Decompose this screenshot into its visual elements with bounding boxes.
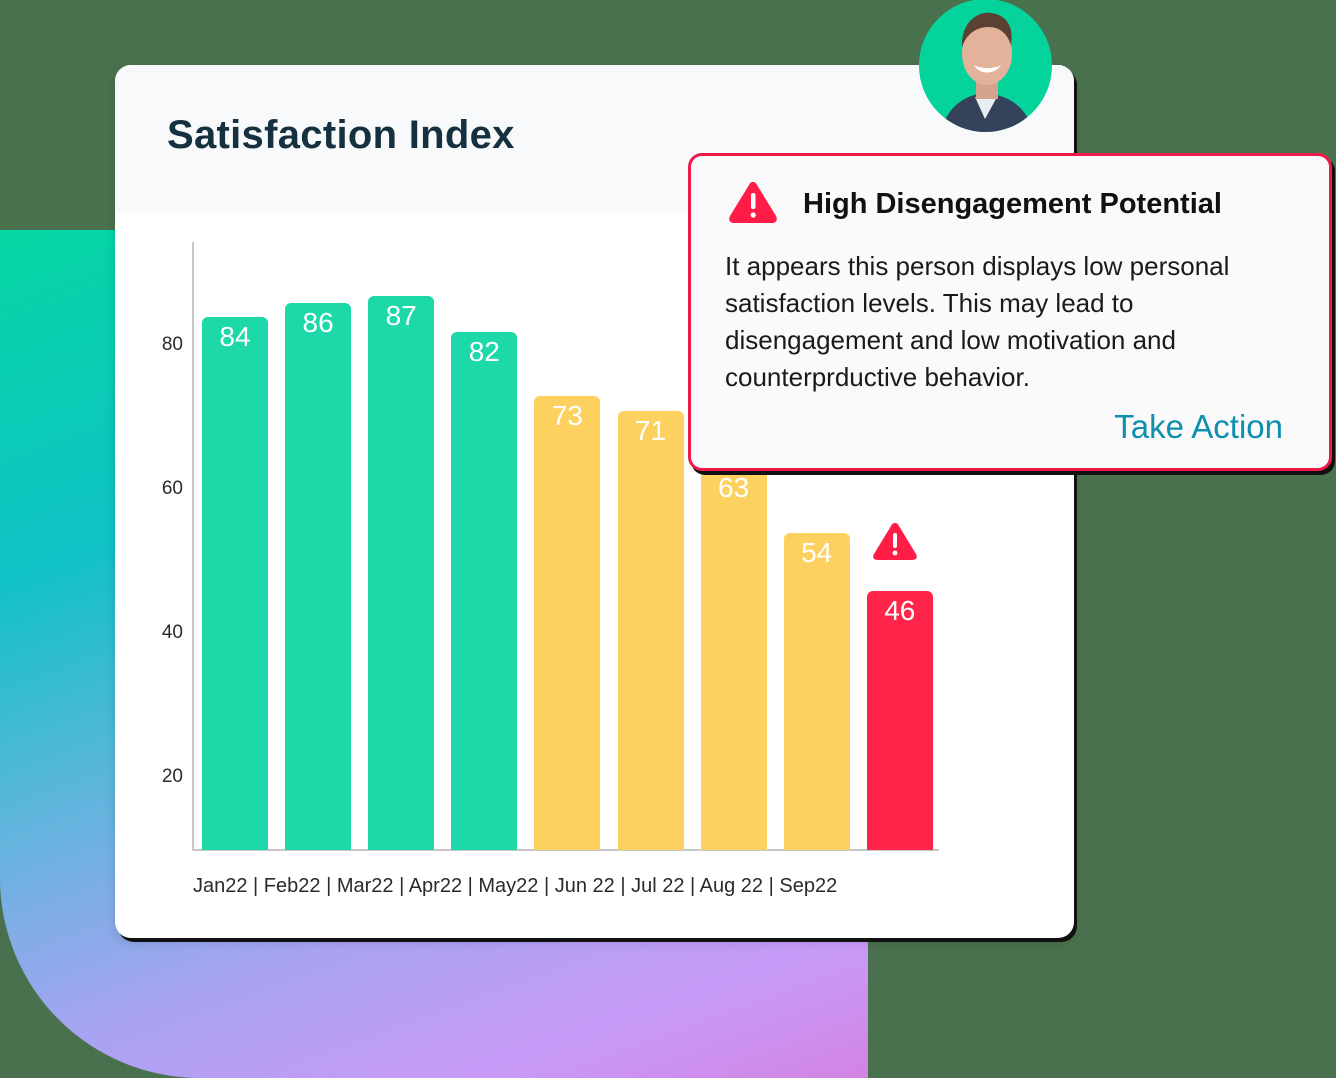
bar-value-label: 84: [219, 321, 251, 353]
bar-sep22[interactable]: 46: [866, 590, 933, 850]
bar-chart: 20 40 60 80 84 86 87 82 73 71 63 54 46 Jan22 | Feb2…: [115, 65, 1074, 938]
x-axis-labels: Jan22 | Feb22 | Mar22 | Apr22 | May22 | …: [193, 875, 838, 897]
bar-value-label: 86: [302, 306, 334, 338]
x-axis: [192, 849, 939, 851]
bar-apr22[interactable]: 82: [451, 331, 518, 850]
bar-jul22[interactable]: 63: [700, 468, 767, 850]
take-action-link[interactable]: Take Action: [1114, 408, 1283, 445]
alert-title: High Disengagement Potential: [803, 188, 1222, 220]
bar-value-label: 87: [385, 299, 417, 331]
y-tick-label: 40: [161, 622, 183, 643]
alert-message: It appears this person displays low pers…: [725, 251, 1230, 392]
bar-jun22[interactable]: 71: [617, 410, 684, 850]
bar-value-label: 82: [468, 335, 500, 367]
bar-value-label: 63: [718, 472, 750, 504]
y-axis: [192, 242, 194, 851]
bar-value-label: 46: [884, 594, 916, 626]
bar-aug22[interactable]: 54: [783, 533, 850, 850]
bar-may22[interactable]: 73: [534, 396, 601, 850]
bar-jan22[interactable]: 84: [202, 317, 268, 850]
bar-feb22[interactable]: 86: [285, 302, 352, 850]
bar-mar22[interactable]: 87: [368, 295, 435, 850]
bar-value-label: 54: [801, 537, 833, 569]
y-tick-label: 60: [161, 478, 183, 499]
warning-icon: [873, 523, 917, 560]
y-tick-label: 80: [161, 334, 183, 355]
person-photo-icon: [919, 0, 1051, 132]
y-tick-label: 20: [161, 766, 183, 787]
disengagement-alert: High Disengagement Potential It appears …: [688, 153, 1332, 471]
avatar[interactable]: [919, 0, 1052, 132]
chart-title: Satisfaction Index: [167, 113, 515, 157]
bar-value-label: 71: [634, 414, 667, 446]
warning-triangle-icon: [729, 182, 777, 223]
bar-value-label: 73: [551, 400, 583, 432]
